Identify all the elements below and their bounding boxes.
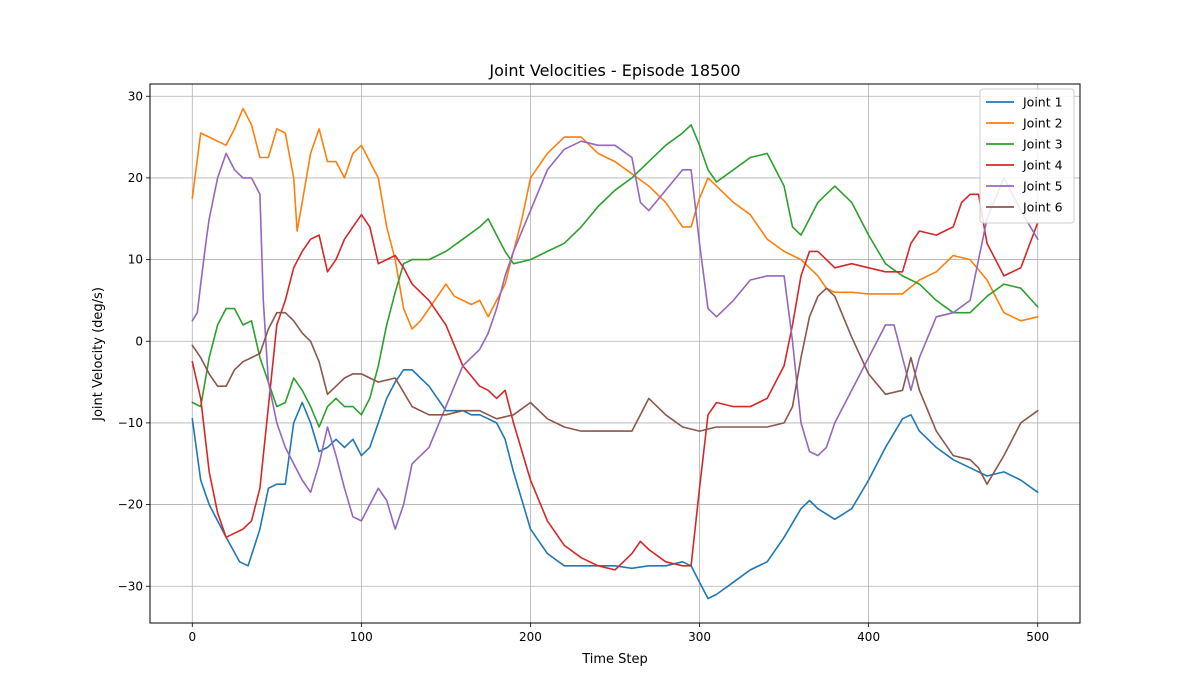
series-line-joint-6 (191, 287, 1039, 485)
series-layer (191, 107, 1039, 600)
x-tick-label: 100 (350, 630, 373, 644)
legend-label: Joint 1 (1022, 95, 1063, 110)
y-axis-label: Joint Velocity (deg/s) (91, 287, 106, 422)
series-line-joint-4 (191, 193, 1039, 571)
series-line-joint-3 (191, 124, 1039, 428)
legend-label: Joint 2 (1022, 116, 1063, 131)
legend-label: Joint 6 (1022, 200, 1063, 215)
x-tick-label: 300 (688, 630, 711, 644)
y-tick-label: −10 (118, 416, 143, 430)
x-axis-label: Time Step (581, 652, 648, 667)
y-tick-label: 30 (128, 89, 143, 103)
series-line-joint-1 (191, 369, 1039, 600)
legend-label: Joint 4 (1022, 158, 1063, 173)
plot-frame (149, 83, 1081, 624)
y-tick-label: 20 (128, 171, 143, 185)
series-line-joint-2 (191, 107, 1039, 330)
x-tick-label: 500 (1026, 630, 1049, 644)
series-line-joint-5 (191, 140, 1039, 530)
y-tick-label: 0 (135, 334, 143, 348)
axis-ticks: 0 100 200 300 400 500 −30 −20 −10 0 10 20 30 (118, 89, 1050, 644)
plot-area-background (150, 84, 1080, 623)
y-tick-label: −20 (118, 498, 143, 512)
chart-title: Joint Velocities - Episode 18500 (488, 61, 740, 80)
x-tick-label: 400 (857, 630, 880, 644)
x-tick-label: 0 (188, 630, 196, 644)
y-tick-label: −30 (118, 579, 143, 593)
legend-label: Joint 5 (1022, 179, 1063, 194)
x-tick-label: 200 (519, 630, 542, 644)
legend: Joint 1 Joint 2 Joint 3 Joint 4 Joint 5 Joint… (979, 88, 1075, 224)
y-tick-label: 10 (128, 253, 143, 267)
legend-label: Joint 3 (1022, 137, 1063, 152)
gridlines (150, 84, 1080, 623)
